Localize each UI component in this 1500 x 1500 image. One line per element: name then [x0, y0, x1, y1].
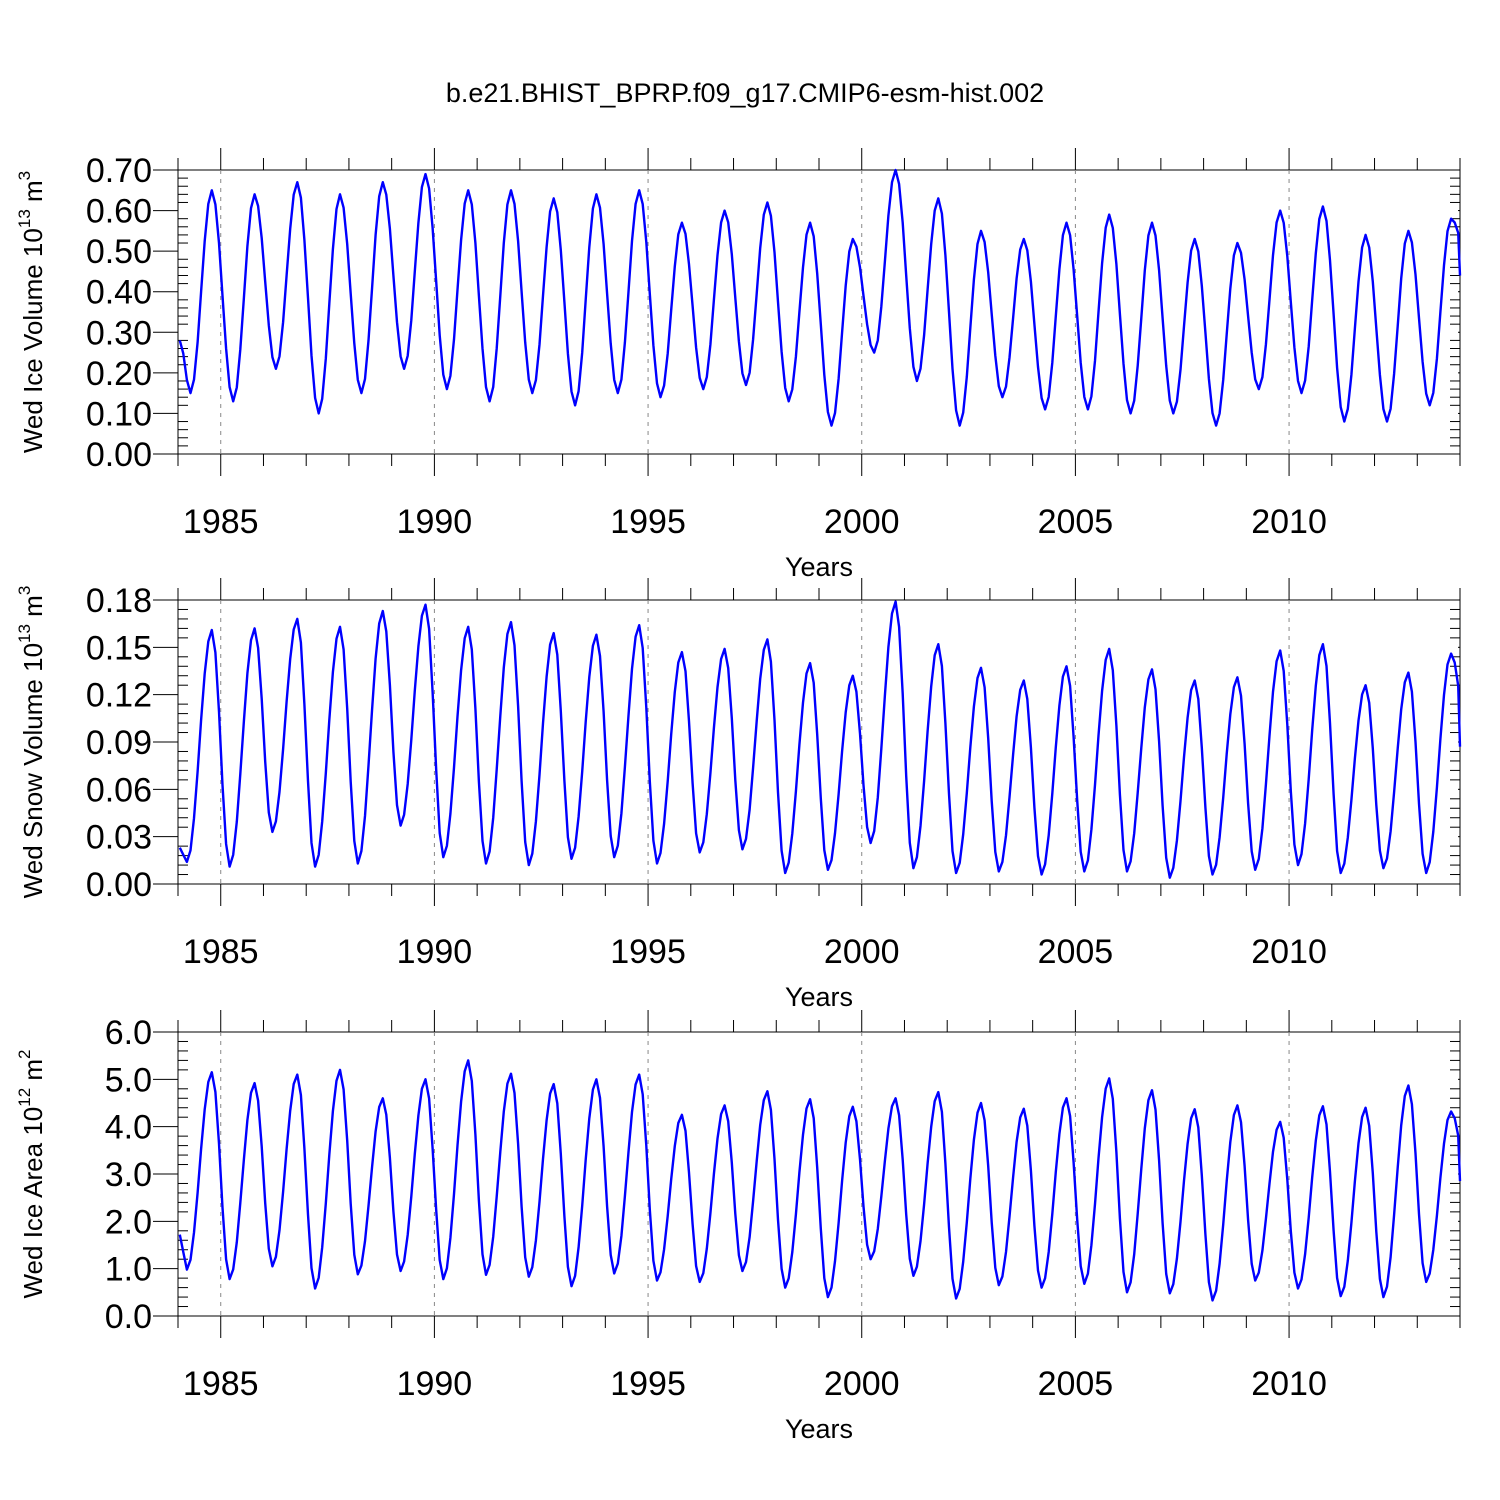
ice-volume-chart: 1985 1990 1995 2000 2005 2010 Years 0.000.100.2… — [15, 148, 1462, 582]
y-axis-label-unit: m — [18, 1059, 48, 1088]
x-tick-label: 1995 — [610, 503, 686, 541]
y-axis-label: Wed Snow Volume 1013 m3 — [15, 586, 48, 899]
x-tick-label: 2010 — [1251, 933, 1327, 971]
x-tick-label: 1985 — [183, 1365, 259, 1403]
y-tick-label: 1.0 — [105, 1251, 152, 1289]
y-tick-label: 0.00 — [86, 866, 152, 904]
y-axis-label-exponent: 13 — [15, 209, 34, 228]
y-axis-label-text: Wed Ice Area 10 — [18, 1107, 48, 1299]
series-line — [178, 600, 1462, 879]
y-tick-label: 0.30 — [86, 314, 152, 352]
x-axis-label: Years — [785, 552, 853, 582]
x-tick-label: 1990 — [397, 1365, 473, 1403]
x-axis-label: Years — [785, 1414, 853, 1444]
y-tick-label: 0.03 — [86, 819, 152, 857]
y-axis-label-unit: m — [18, 595, 48, 624]
series-line — [178, 1059, 1462, 1302]
y-tick-label: 0.09 — [86, 724, 152, 762]
y-tick-label: 2.0 — [105, 1203, 152, 1241]
y-axis-label-text: Wed Ice Volume 10 — [18, 228, 48, 453]
series-line — [178, 168, 1462, 427]
y-axis-label-exponent: 12 — [15, 1088, 34, 1107]
y-tick-label: 0.50 — [86, 233, 152, 271]
x-tick-label: 2000 — [824, 933, 900, 971]
x-tick-label: 1990 — [397, 933, 473, 971]
y-axis-label-unit-exponent: 3 — [15, 171, 34, 180]
y-tick-label: 5.0 — [105, 1061, 152, 1099]
y-axis-label-exponent: 13 — [15, 624, 34, 643]
y-tick-label: 0.70 — [86, 152, 152, 190]
y-tick-label: 0.12 — [86, 677, 152, 715]
x-tick-label: 1995 — [610, 1365, 686, 1403]
y-tick-label: 0.40 — [86, 274, 152, 312]
x-tick-label: 2000 — [824, 1365, 900, 1403]
y-tick-label: 0.15 — [86, 629, 152, 667]
y-axis-label-unit: m — [18, 180, 48, 209]
x-tick-label: 1990 — [397, 503, 473, 541]
y-tick-label: 0.00 — [86, 436, 152, 474]
snow-volume-chart: 1985 1990 1995 2000 2005 2010 Years 0.00 0.03 0.0… — [15, 578, 1462, 1012]
y-tick-label: 0.10 — [86, 395, 152, 433]
y-axis-label-unit-exponent: 2 — [15, 1049, 34, 1058]
ice-area-chart: 1985 1990 1995 2000 2005 2010 Years 0.0 1.0 2.0 3.… — [15, 1010, 1462, 1444]
y-tick-label: 0.60 — [86, 193, 152, 231]
x-tick-label: 2010 — [1251, 503, 1327, 541]
x-tick-label: 2005 — [1038, 1365, 1114, 1403]
y-tick-label: 0.0 — [105, 1298, 152, 1336]
page-title: b.e21.BHIST_BPRP.f09_g17.CMIP6-esm-hist.… — [445, 78, 1045, 108]
x-tick-label: 1995 — [610, 933, 686, 971]
x-tick-label: 2000 — [824, 503, 900, 541]
y-axis-label: Wed Ice Volume 1013 m3 — [15, 171, 48, 453]
x-tick-label: 2010 — [1251, 1365, 1327, 1403]
x-tick-label: 1985 — [183, 933, 259, 971]
y-tick-label: 0.06 — [86, 771, 152, 809]
y-tick-label: 0.18 — [86, 582, 152, 620]
x-tick-label: 2005 — [1038, 933, 1114, 971]
y-tick-label: 3.0 — [105, 1156, 152, 1194]
x-axis-label: Years — [785, 982, 853, 1012]
y-axis-label-unit-exponent: 3 — [15, 586, 34, 595]
y-tick-label: 0.20 — [86, 355, 152, 393]
x-tick-label: 2005 — [1038, 503, 1114, 541]
y-axis-label-text: Wed Snow Volume 10 — [18, 643, 48, 898]
y-tick-label: 4.0 — [105, 1109, 152, 1147]
y-axis-label: Wed Ice Area 1012 m2 — [15, 1049, 48, 1298]
y-tick-label: 6.0 — [105, 1014, 152, 1052]
x-tick-label: 1985 — [183, 503, 259, 541]
